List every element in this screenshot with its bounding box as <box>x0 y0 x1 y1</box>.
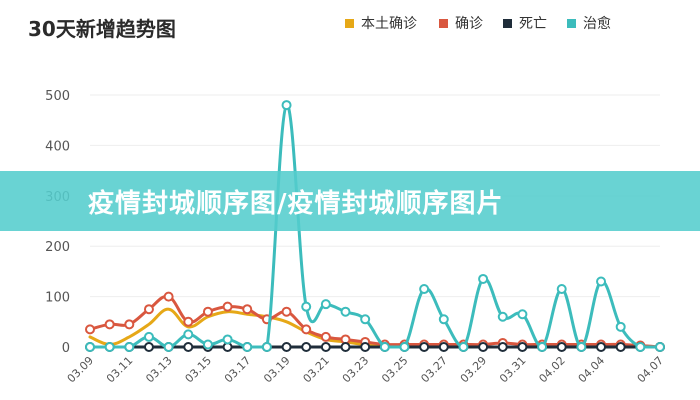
data-point <box>104 319 115 330</box>
x-tick-label: 03.29 <box>458 354 489 385</box>
data-point <box>104 342 115 352</box>
data-point <box>242 342 253 352</box>
x-tick-label: 03.11 <box>104 354 135 385</box>
data-point <box>281 342 292 352</box>
y-tick-label: 100 <box>45 291 70 306</box>
data-point <box>517 342 528 352</box>
data-point <box>360 314 371 325</box>
x-tick-label: 04.07 <box>635 354 666 385</box>
legend-swatch-2 <box>503 19 512 28</box>
chart-title: 30天新增趋势图 <box>28 17 176 41</box>
x-tick-label: 03.21 <box>301 354 332 385</box>
data-point <box>222 334 233 345</box>
data-point <box>615 321 626 332</box>
data-point <box>340 342 351 352</box>
y-tick-label: 400 <box>45 139 70 154</box>
data-point <box>242 304 253 315</box>
data-point <box>143 342 154 352</box>
data-point <box>163 342 174 352</box>
x-tick-label: 03.19 <box>261 354 292 385</box>
data-point <box>537 342 548 352</box>
data-point <box>202 339 213 350</box>
data-point <box>576 342 587 352</box>
data-point <box>301 301 312 312</box>
x-tick-label: 04.04 <box>576 354 607 385</box>
data-point <box>458 342 469 352</box>
data-point <box>320 331 331 342</box>
data-point <box>340 306 351 317</box>
data-point <box>183 316 194 327</box>
data-point <box>360 342 371 352</box>
x-tick-label: 03.31 <box>497 354 528 385</box>
data-point <box>281 100 292 111</box>
data-point <box>497 311 508 322</box>
data-point <box>379 342 390 352</box>
data-point <box>635 342 646 352</box>
data-point <box>85 342 95 352</box>
series-line-1 <box>88 294 662 349</box>
x-tick-label: 03.15 <box>183 354 214 385</box>
x-tick-label: 03.17 <box>222 354 253 385</box>
data-point <box>399 342 410 352</box>
y-tick-label: 0 <box>62 341 70 356</box>
x-tick-label: 03.09 <box>65 354 96 385</box>
data-point <box>655 342 665 352</box>
data-point <box>202 306 213 317</box>
overlay-banner: 疫情封城顺序图/疫情封城顺序图片 <box>0 171 700 231</box>
x-tick-label: 03.23 <box>340 354 371 385</box>
data-point <box>163 291 174 302</box>
data-point <box>419 284 430 295</box>
data-point <box>183 329 194 340</box>
x-tick-label: 03.13 <box>143 354 174 385</box>
legend-label-2: 死亡 <box>519 16 547 32</box>
data-point <box>478 342 489 352</box>
data-point <box>85 324 95 335</box>
data-point <box>478 273 489 284</box>
data-point <box>143 331 154 342</box>
data-point <box>143 304 154 315</box>
y-tick-label: 200 <box>45 240 70 255</box>
legend-swatch-1 <box>439 19 448 28</box>
data-point <box>124 342 135 352</box>
data-point <box>124 319 135 330</box>
data-point <box>320 342 331 352</box>
data-point <box>497 342 508 352</box>
y-tick-label: 500 <box>45 89 70 104</box>
data-point <box>615 342 626 352</box>
x-tick-label: 03.25 <box>379 354 410 385</box>
data-point <box>596 276 607 287</box>
data-point <box>301 342 312 352</box>
legend-label-1: 确诊 <box>455 16 483 32</box>
data-point <box>281 306 292 317</box>
legend-swatch-0 <box>345 19 354 28</box>
data-point <box>556 342 567 352</box>
legend-label-3: 治愈 <box>583 16 611 32</box>
data-point <box>438 314 449 325</box>
x-tick-label: 03.27 <box>418 354 449 385</box>
x-tick-label: 04.02 <box>536 354 567 385</box>
data-point <box>261 342 272 352</box>
data-point <box>183 342 194 352</box>
banner-text: 疫情封城顺序图/疫情封城顺序图片 <box>88 188 504 219</box>
legend-label-0: 本土确诊 <box>361 16 417 32</box>
data-point <box>556 284 567 295</box>
data-point <box>517 309 528 320</box>
data-point <box>438 342 449 352</box>
legend-swatch-3 <box>567 19 576 28</box>
data-point <box>301 324 312 335</box>
data-point <box>419 342 430 352</box>
data-point <box>320 299 331 310</box>
data-point <box>222 301 233 312</box>
data-point <box>596 342 607 352</box>
